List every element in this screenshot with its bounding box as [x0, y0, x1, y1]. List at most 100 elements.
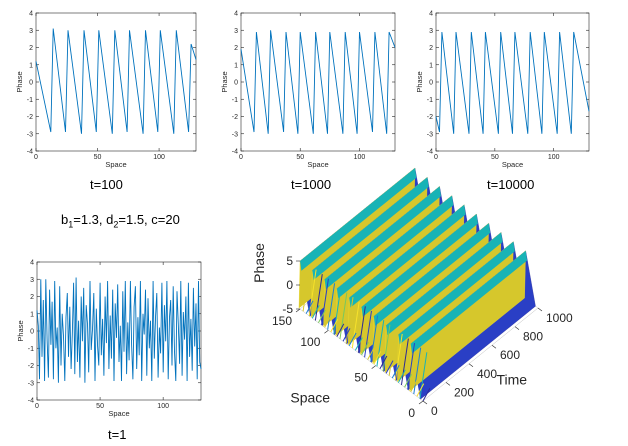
- series-line: [240, 30, 396, 134]
- space-tick-label: 150: [272, 314, 292, 328]
- y-tick-label: 4: [30, 260, 34, 267]
- time-tick: [491, 344, 497, 349]
- x-tick-label: 50: [96, 403, 104, 410]
- time-tick: [514, 326, 520, 330]
- y-tick-label: 3: [30, 277, 34, 284]
- time-tick-label: 200: [454, 385, 474, 399]
- y-tick-label: -2: [27, 114, 33, 121]
- surface-noise: [336, 323, 345, 337]
- surface-noise: [318, 309, 326, 324]
- space-tick-label: 0: [408, 406, 415, 420]
- surface-highlight: [361, 214, 478, 317]
- surface-highlight: [336, 195, 454, 299]
- surface-highlight: [398, 241, 515, 345]
- param-c-value: c=20: [151, 212, 180, 227]
- y-tick-label: 3: [429, 28, 433, 35]
- y-tick-label: -4: [27, 149, 33, 156]
- plot-area: [35, 12, 197, 152]
- surface-noise: [357, 306, 366, 353]
- time-tick: [537, 307, 543, 312]
- phase-tick-label: 5: [286, 254, 293, 268]
- y-tick-label: 3: [234, 28, 238, 35]
- surface-noise: [404, 374, 412, 388]
- surface-noise: [388, 329, 397, 376]
- y-tick-label: -4: [427, 149, 433, 156]
- phase-tick-label: -5: [282, 302, 293, 316]
- surface-noise: [302, 264, 311, 312]
- space-tick-label: 100: [300, 335, 320, 349]
- surface-noise: [382, 324, 391, 372]
- y-tick-label: -1: [28, 346, 34, 353]
- space-tick: [418, 400, 424, 405]
- y-tick-label: -3: [427, 131, 433, 138]
- time-tick-label: 400: [477, 367, 497, 381]
- plot-t100: -4 -3 -2 -1 0 1 2 3 4 0 50 100 Space Phase: [15, 11, 197, 169]
- space-tick: [324, 329, 329, 334]
- series-line: [435, 31, 590, 134]
- y-tick-label: -1: [232, 97, 238, 104]
- y-tick-label: 0: [29, 80, 33, 87]
- x-tick-label: 0: [35, 403, 39, 410]
- surface-noise: [367, 346, 375, 360]
- x-axis-label: Space: [105, 160, 126, 169]
- y-tick-label: 4: [234, 11, 238, 18]
- surface-noise: [379, 355, 388, 370]
- surface-noise: [391, 364, 400, 379]
- time-tick-label: 1000: [546, 311, 573, 325]
- surface-noise: [348, 332, 357, 347]
- y-axis-label: Phase: [15, 71, 24, 92]
- param-b-value: =1.3,: [73, 212, 107, 227]
- time-tick-label: 600: [500, 348, 520, 362]
- surface-highlight: [324, 186, 441, 290]
- y-axis-label: Phase: [16, 320, 25, 341]
- time-tick-label: 0: [431, 404, 438, 418]
- y-tick-label: 4: [429, 11, 433, 18]
- param-d-symbol: d: [106, 212, 114, 227]
- surface-highlight: [300, 168, 417, 271]
- y-tick-label: 0: [429, 80, 433, 87]
- surface-noise: [407, 343, 416, 390]
- y-tick-label: -3: [27, 131, 33, 138]
- y-tick-label: 2: [30, 294, 34, 301]
- phase-tick-label: 0: [286, 278, 293, 292]
- surface-noise: [370, 315, 379, 362]
- surface-noise: [330, 318, 339, 333]
- x-tick-label: 0: [34, 154, 38, 161]
- y-tick-label: -3: [232, 131, 238, 138]
- parameter-label: b1=1.3, d2=1.5, c=20: [61, 212, 180, 230]
- y-tick-label: 2: [234, 45, 238, 52]
- surface-noise: [311, 305, 320, 319]
- x-tick-label: 100: [354, 154, 366, 161]
- time-axis-label: Time: [496, 372, 527, 388]
- plot-area: [240, 12, 396, 152]
- plot-t1000: -4 -3 -2 -1 0 1 2 3 4 0 50 100 Space Phase: [220, 11, 396, 169]
- surface-noise: [342, 328, 351, 342]
- y-axis-label: Phase: [220, 71, 229, 92]
- y-tick-label: 1: [429, 62, 433, 69]
- caption-t10000: t=10000: [487, 177, 535, 192]
- phase-axis-label: Phase: [251, 243, 267, 283]
- surface-noise: [376, 320, 385, 367]
- y-tick-label: 1: [30, 311, 34, 318]
- surface-noise: [351, 301, 360, 349]
- surface-highlight: [349, 204, 466, 308]
- surface-noise: [314, 274, 323, 321]
- time-tick-label: 800: [523, 330, 543, 344]
- surface-noise: [400, 338, 409, 385]
- x-tick-label: 50: [296, 154, 304, 161]
- time-tick: [422, 400, 428, 405]
- surface-noise: [385, 360, 394, 374]
- time-tick: [445, 382, 451, 386]
- surface-noise: [394, 333, 403, 381]
- series-line: [36, 277, 202, 383]
- surface-noise: [416, 383, 425, 397]
- space-tick: [371, 365, 376, 369]
- time-tick: [468, 363, 474, 368]
- x-tick-label: 50: [491, 154, 499, 161]
- y-tick-label: -2: [232, 114, 238, 121]
- x-tick-label: 0: [239, 154, 243, 161]
- surface-noise: [324, 314, 332, 328]
- space-axis-label: Space: [290, 390, 330, 406]
